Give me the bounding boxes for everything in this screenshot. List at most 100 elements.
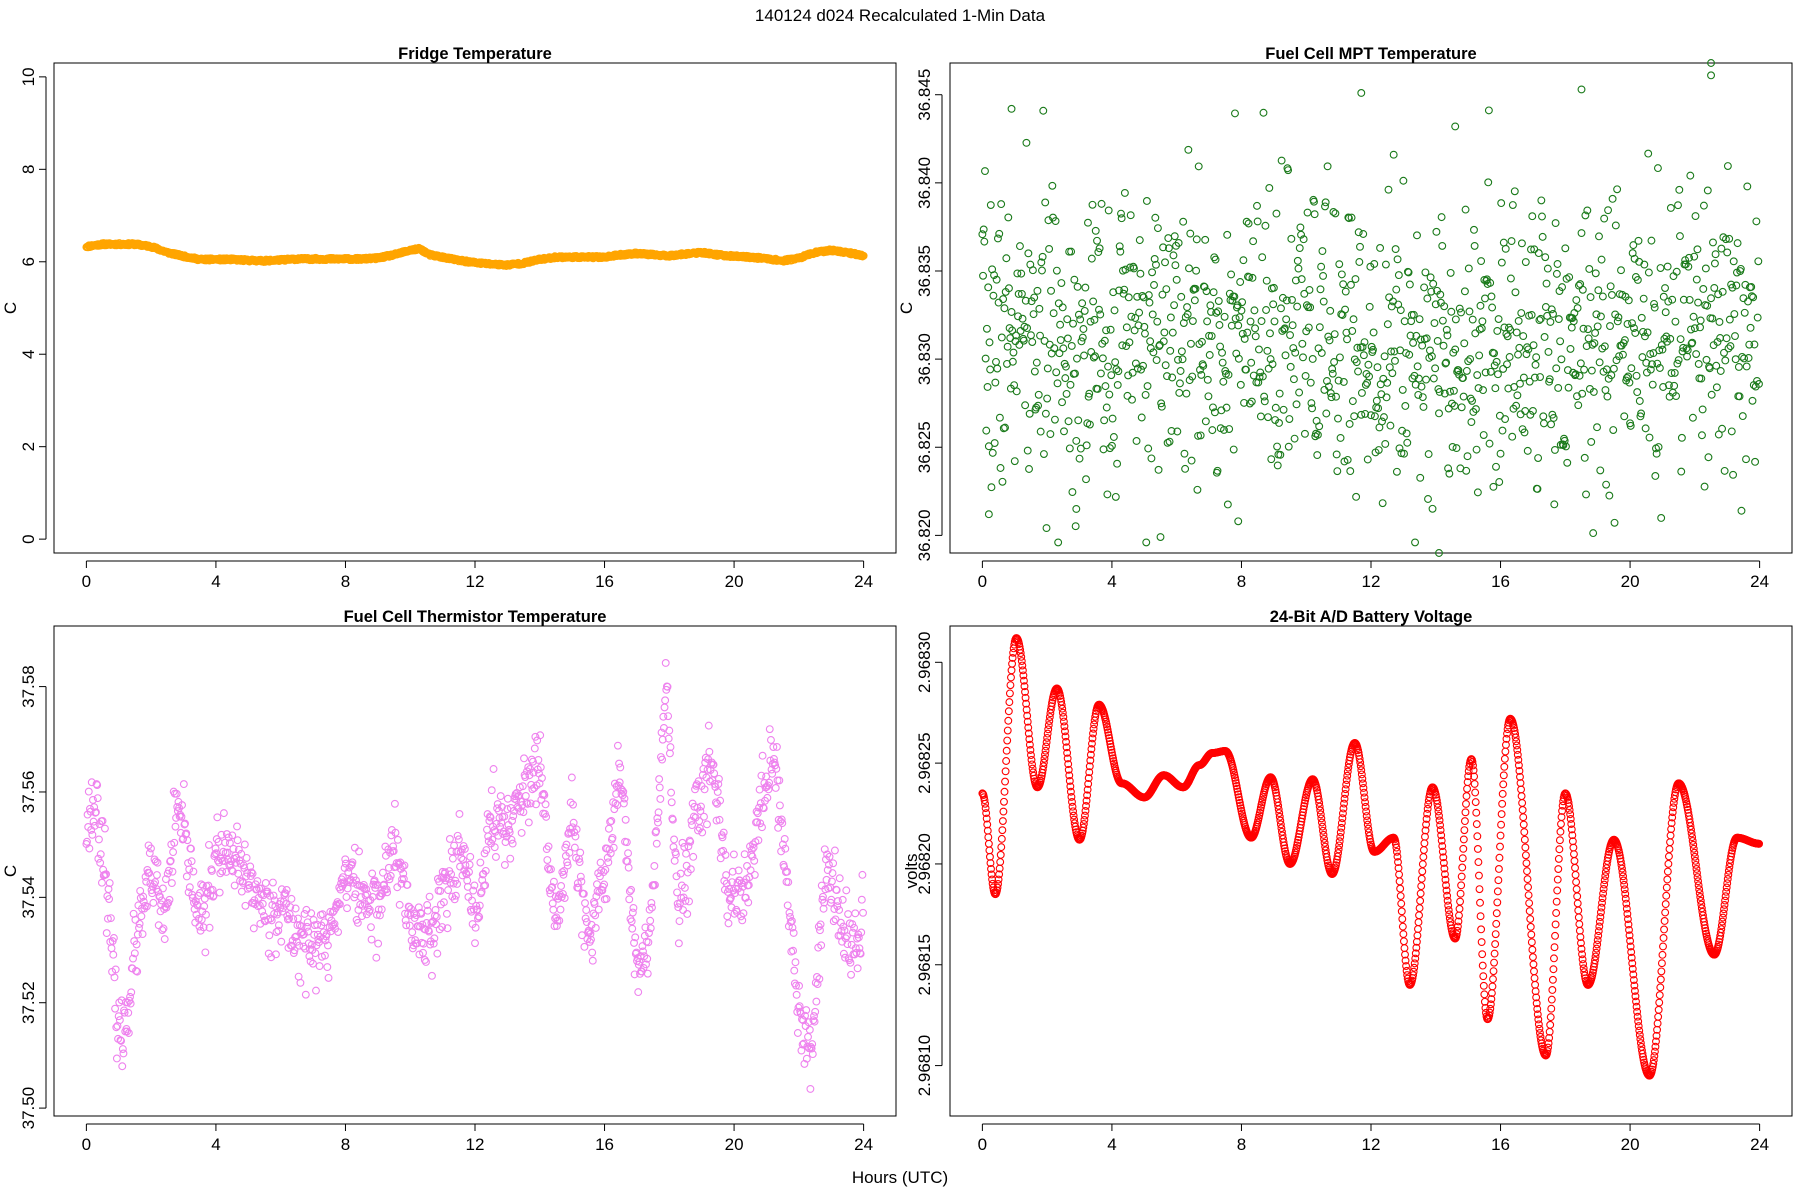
data-point bbox=[1335, 353, 1344, 362]
data-point bbox=[149, 898, 158, 907]
data-point bbox=[1045, 717, 1054, 725]
data-point bbox=[1017, 652, 1026, 661]
data-point bbox=[667, 788, 676, 797]
data-point bbox=[270, 909, 279, 918]
data-point bbox=[1626, 421, 1635, 430]
data-point bbox=[104, 885, 113, 894]
data-point bbox=[1088, 734, 1097, 743]
data-point bbox=[1464, 772, 1473, 781]
data-point bbox=[153, 858, 162, 867]
data-point bbox=[1039, 762, 1048, 771]
data-point bbox=[1463, 452, 1472, 461]
data-point bbox=[1372, 396, 1381, 405]
data-point bbox=[1378, 499, 1387, 508]
data-point bbox=[1402, 429, 1411, 438]
x-tick-label: 8 bbox=[341, 572, 350, 591]
data-point bbox=[1336, 828, 1345, 837]
data-point bbox=[1056, 320, 1065, 329]
data-point bbox=[1127, 312, 1136, 321]
data-point bbox=[859, 908, 867, 917]
data-point bbox=[1323, 162, 1332, 171]
data-point bbox=[91, 808, 100, 817]
data-point bbox=[1406, 331, 1415, 340]
data-point bbox=[854, 933, 863, 942]
data-point bbox=[1585, 265, 1594, 273]
data-point bbox=[1148, 310, 1157, 319]
data-point bbox=[1034, 390, 1043, 399]
data-point bbox=[982, 809, 991, 818]
data-point bbox=[671, 850, 680, 859]
data-point bbox=[786, 912, 795, 921]
data-point bbox=[455, 810, 464, 818]
data-point bbox=[1383, 378, 1392, 387]
data-point bbox=[1350, 412, 1359, 421]
data-point bbox=[982, 426, 991, 435]
data-point bbox=[1192, 266, 1201, 275]
data-point bbox=[608, 833, 617, 842]
data-point bbox=[1457, 403, 1466, 412]
data-point bbox=[978, 230, 987, 239]
data-point bbox=[808, 1040, 817, 1049]
data-point bbox=[1200, 282, 1209, 291]
data-point bbox=[1170, 232, 1179, 241]
data-point bbox=[1048, 699, 1056, 707]
data-point bbox=[1326, 306, 1335, 315]
data-point bbox=[105, 879, 114, 887]
data-point bbox=[1197, 370, 1206, 379]
data-point bbox=[647, 899, 656, 907]
data-point bbox=[318, 910, 327, 919]
y-tick-label: 36.820 bbox=[915, 509, 934, 561]
data-point bbox=[296, 978, 305, 987]
data-point bbox=[816, 926, 824, 935]
data-point bbox=[1598, 344, 1607, 353]
data-point bbox=[1120, 285, 1129, 294]
data-point bbox=[1630, 324, 1638, 333]
data-point bbox=[1319, 830, 1328, 839]
data-point bbox=[1008, 653, 1017, 662]
data-point bbox=[1002, 757, 1011, 765]
data-point bbox=[1636, 412, 1645, 421]
data-point bbox=[1413, 362, 1422, 371]
data-point bbox=[839, 922, 848, 931]
data-point bbox=[1130, 326, 1139, 335]
data-point bbox=[1622, 374, 1631, 382]
data-point bbox=[1299, 808, 1307, 817]
data-point bbox=[430, 911, 439, 920]
data-point bbox=[1343, 455, 1352, 464]
data-point bbox=[987, 870, 996, 879]
data-point bbox=[1231, 109, 1239, 118]
data-point bbox=[311, 949, 320, 958]
data-point bbox=[1421, 268, 1430, 277]
data-point bbox=[859, 251, 868, 260]
data-point bbox=[829, 859, 838, 868]
data-point bbox=[1394, 271, 1403, 280]
data-point bbox=[1278, 293, 1287, 302]
data-point bbox=[1733, 239, 1742, 248]
y-tick-label: 10 bbox=[19, 67, 38, 86]
data-point bbox=[1422, 334, 1431, 343]
data-point bbox=[1439, 341, 1448, 350]
data-point bbox=[658, 755, 667, 764]
data-point bbox=[843, 940, 852, 949]
data-point bbox=[1578, 285, 1587, 294]
data-point bbox=[1646, 350, 1655, 358]
data-point bbox=[1272, 209, 1281, 218]
data-point bbox=[1107, 441, 1116, 450]
data-point bbox=[1634, 236, 1643, 245]
data-point bbox=[1462, 466, 1471, 475]
data-point bbox=[1124, 371, 1133, 380]
data-point bbox=[1370, 412, 1379, 421]
data-point bbox=[469, 886, 478, 895]
data-point bbox=[1079, 819, 1088, 828]
data-point bbox=[1580, 453, 1589, 462]
data-point bbox=[1534, 249, 1543, 258]
data-point bbox=[1043, 729, 1052, 738]
data-point bbox=[1028, 266, 1037, 275]
data-point bbox=[1605, 491, 1614, 500]
data-point bbox=[1102, 403, 1111, 412]
data-point bbox=[1018, 661, 1027, 670]
data-point bbox=[1107, 371, 1116, 380]
data-point bbox=[1106, 444, 1114, 453]
data-point bbox=[1471, 788, 1480, 797]
data-point bbox=[158, 926, 167, 934]
